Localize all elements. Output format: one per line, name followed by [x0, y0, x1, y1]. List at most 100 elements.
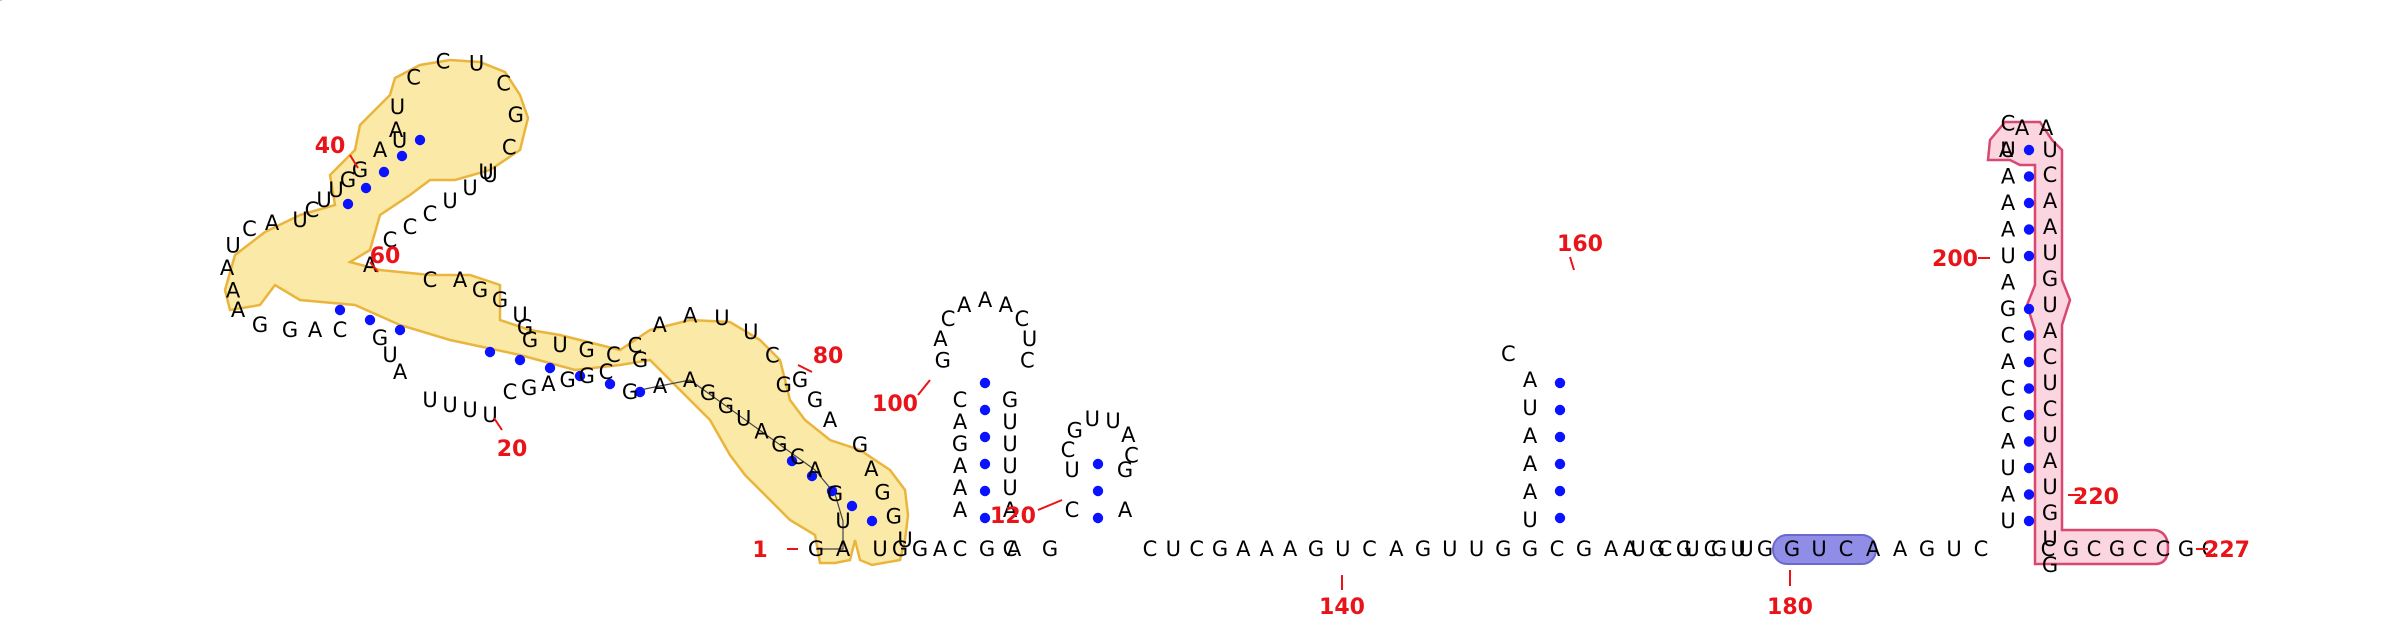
nucleotide: U — [1738, 537, 1753, 561]
nucleotide: A — [1118, 498, 1133, 522]
nucleotide: C — [1839, 537, 1854, 561]
nucleotide: G — [718, 394, 734, 418]
nucleotide: U — [1442, 537, 1457, 561]
base-pair-dot — [1554, 512, 1566, 524]
yellow-highlight-region — [223, 58, 910, 567]
nucleotide: C — [2087, 537, 2102, 561]
base-pair-dot — [396, 150, 408, 162]
nucleotide: A — [754, 420, 769, 444]
nucleotide: U — [2042, 241, 2057, 265]
position-label: 120 — [990, 504, 1036, 529]
nucleotide: A — [1007, 537, 1022, 561]
nucleotide: G — [1757, 537, 1773, 561]
base-pair-dot — [1092, 485, 1104, 497]
nucleotide: G — [808, 537, 824, 561]
nucleotide: U — [1002, 454, 1017, 478]
nucleotide: U — [2042, 138, 2057, 162]
nucleotide: G — [874, 481, 890, 505]
base-pair-dot — [484, 346, 496, 358]
nucleotide: C — [242, 217, 257, 241]
nucleotide: C — [2043, 397, 2058, 421]
nucleotide: G — [886, 504, 902, 528]
base-pair-dot — [514, 354, 526, 366]
nucleotide: G — [1212, 537, 1228, 561]
base-pair-dot — [1554, 404, 1566, 416]
nucleotide: C — [1362, 537, 1377, 561]
base-pair-dot — [334, 304, 346, 316]
nucleotide: U — [328, 178, 343, 202]
nucleotide: G — [700, 381, 716, 405]
nucleotide: C — [953, 537, 968, 561]
nucleotide: A — [953, 454, 968, 478]
nucleotide: U — [1946, 537, 1961, 561]
base-pair-dot — [846, 500, 858, 512]
nucleotide: A — [652, 313, 667, 337]
nucleotide: U — [1022, 327, 1037, 351]
nucleotide: G — [1415, 537, 1431, 561]
nucleotide: G — [559, 368, 575, 392]
position-label: 180 — [1767, 595, 1813, 619]
nucleotide: G — [912, 537, 928, 561]
nucleotide: U — [390, 95, 405, 119]
position-tick — [369, 261, 379, 273]
nucleotide: C — [599, 360, 614, 384]
nucleotide: G — [827, 482, 843, 506]
nucleotide: G — [1784, 537, 1800, 561]
base-pair-dot — [979, 512, 991, 524]
nucleotide: U — [0, 0, 8, 5]
backbone-line — [629, 379, 844, 550]
position-label: 40 — [315, 134, 346, 159]
nucleotide: U — [382, 343, 397, 367]
base-pair-dot — [1554, 377, 1566, 389]
nucleotide: C — [502, 136, 517, 160]
base-pair-dot — [866, 515, 878, 527]
nucleotide: A — [1523, 368, 1538, 392]
position-tick — [1037, 499, 1063, 511]
nucleotide: U — [1166, 537, 1181, 561]
position-label: 200 — [1932, 247, 1978, 272]
nucleotide: C — [423, 268, 438, 292]
nucleotide: G — [771, 432, 787, 456]
base-pair-dot — [2023, 515, 2035, 527]
base-pair-dot — [979, 458, 991, 470]
pink-highlight-region — [1986, 120, 2170, 566]
base-pair-dot — [1092, 458, 1104, 470]
base-pair-dot — [806, 470, 818, 482]
nucleotide: C — [1015, 307, 1030, 331]
nucleotide: U — [1469, 537, 1484, 561]
base-pair-dot — [2023, 250, 2035, 262]
base-pair-dot — [342, 198, 354, 210]
blue-highlight-region — [1772, 534, 1877, 565]
position-label: 60 — [370, 244, 401, 269]
nucleotide: U — [2042, 293, 2057, 317]
nucleotide: U — [1064, 458, 1079, 482]
nucleotide: A — [683, 304, 698, 328]
nucleotide: U — [897, 528, 912, 552]
nucleotide: U — [743, 320, 758, 344]
nucleotide: A — [957, 293, 972, 317]
base-pair-dot — [360, 182, 372, 194]
base-pair-dot — [2023, 383, 2035, 394]
base-pair-dot — [1554, 485, 1566, 497]
nucleotide: U — [2000, 456, 2015, 480]
nucleotide: C — [436, 49, 451, 73]
nucleotide: A — [231, 298, 246, 322]
base-pair-dot — [2023, 197, 2035, 209]
nucleotide: A — [2043, 215, 2058, 239]
nucleotide: U — [422, 388, 437, 412]
nucleotide: C — [1143, 537, 1158, 561]
nucleotide: C — [941, 307, 956, 331]
nucleotide: A — [2001, 191, 2016, 215]
nucleotide: U — [552, 333, 567, 357]
nucleotide: A — [683, 368, 698, 392]
nucleotide: A — [453, 268, 468, 292]
nucleotide: U — [2042, 527, 2057, 551]
position-label: 80 — [813, 344, 844, 369]
nucleotide: C — [503, 380, 518, 404]
nucleotide: U — [2042, 423, 2057, 447]
base-pair-dot — [2023, 330, 2035, 341]
nucleotide: C — [2202, 537, 2217, 561]
nucleotide: G — [2042, 553, 2058, 577]
nucleotide: G — [2178, 537, 2194, 561]
